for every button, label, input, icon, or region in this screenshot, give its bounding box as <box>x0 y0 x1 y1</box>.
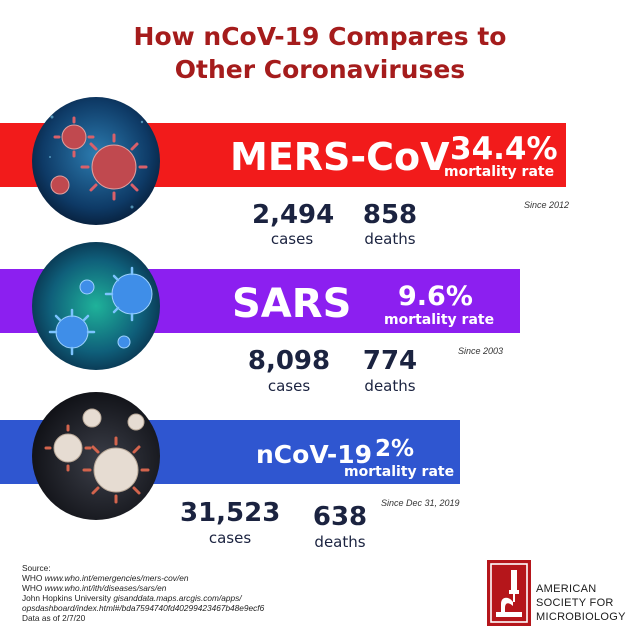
sars-virus-image <box>32 242 160 370</box>
ncov-deaths-label: deaths <box>314 533 366 551</box>
source-line-2: WHO www.who.int/ith/diseases/sars/en <box>22 583 264 593</box>
source-link-jhu-cont[interactable]: opsdashboard/index.html#/bda7594740fd402… <box>22 603 265 613</box>
source-line-4: opsdashboard/index.html#/bda7594740fd402… <box>22 603 264 613</box>
source-heading: Source: <box>22 563 51 573</box>
sars-deaths: 774 <box>362 346 418 376</box>
sars-deaths-label: deaths <box>364 377 416 395</box>
logo-line-1: AMERICAN <box>536 583 597 595</box>
source-line-2-prefix: WHO <box>22 583 45 593</box>
sars-cases: 8,098 <box>247 346 331 376</box>
mers-cases-label: cases <box>270 230 314 248</box>
sars-name: SARS <box>232 281 352 327</box>
source-line-3-prefix: John Hopkins University <box>22 593 114 603</box>
source-block: Source: WHO www.who.int/emergencies/mers… <box>22 563 264 623</box>
mers-rate-label: mortality rate <box>444 164 555 180</box>
mers-cases: 2,494 <box>252 200 335 230</box>
ncov-cases-label: cases <box>208 529 252 547</box>
source-line-3: John Hopkins University gisanddata.maps.… <box>22 593 264 603</box>
microscope-icon <box>487 560 531 626</box>
title-line-2: Other Coronaviruses <box>174 55 466 84</box>
mers-name: MERS-CoV <box>230 135 450 179</box>
source-link-jhu[interactable]: gisanddata.maps.arcgis.com/apps/ <box>113 593 242 603</box>
mers-deaths-label: deaths <box>364 230 416 248</box>
asm-logo-text: AMERICAN SOCIETY FOR MICROBIOLOGY <box>536 582 626 624</box>
title-line-1: How nCoV-19 Compares to <box>133 22 507 51</box>
ncov-since: Since Dec 31, 2019 <box>381 498 460 508</box>
source-date: Data as of 2/7/20 <box>22 613 86 623</box>
mers-deaths: 858 <box>362 200 418 230</box>
ncov-rate-label: mortality rate <box>344 464 455 480</box>
ncov-cases: 31,523 <box>180 498 281 528</box>
ncov-deaths: 638 <box>312 502 368 532</box>
logo-line-3: MICROBIOLOGY <box>536 611 626 623</box>
mers-since: Since 2012 <box>524 200 570 210</box>
ncov-name: nCoV-19 <box>256 440 373 469</box>
logo-line-2: SOCIETY FOR <box>536 597 614 609</box>
mers-rate: 34.4% <box>450 131 558 167</box>
ncov-virus-image <box>32 392 160 520</box>
source-line-1-prefix: WHO <box>22 573 45 583</box>
source-line-1: WHO www.who.int/emergencies/mers-cov/en <box>22 573 264 583</box>
ncov-rate: 2% <box>375 436 415 462</box>
sars-since: Since 2003 <box>458 346 504 356</box>
sars-cases-label: cases <box>267 377 311 395</box>
source-link-sars[interactable]: www.who.int/ith/diseases/sars/en <box>44 583 167 593</box>
mers-virus-image <box>32 97 160 225</box>
sars-rate-label: mortality rate <box>384 312 495 328</box>
sars-rate: 9.6% <box>398 281 473 312</box>
source-link-mers[interactable]: www.who.int/emergencies/mers-cov/en <box>44 573 189 583</box>
